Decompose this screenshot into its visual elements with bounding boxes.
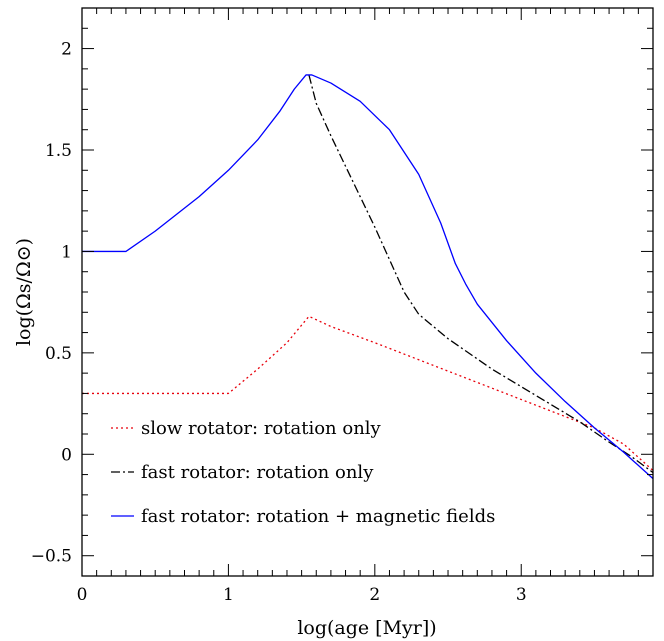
series-line-3 xyxy=(82,74,653,480)
series-layer xyxy=(82,74,653,480)
legend-label-1: slow rotator: rotation only xyxy=(141,418,382,439)
plot-frame xyxy=(81,7,654,577)
x-tick-label: 1 xyxy=(223,585,234,605)
legend: slow rotator: rotation only fast rotator:… xyxy=(111,418,495,527)
x-tick-label: 0 xyxy=(77,585,88,605)
x-tick-label: 3 xyxy=(516,585,527,605)
y-axis-label: log(Ωs/Ω⊙) xyxy=(13,238,35,346)
y-tick-label: 0 xyxy=(61,445,72,465)
x-axis-label: log(age [Myr]) xyxy=(297,617,436,639)
y-tick-label: 1 xyxy=(61,242,72,262)
y-tick-label: 0.5 xyxy=(45,344,72,364)
series-line-2 xyxy=(308,74,653,474)
y-tick-label: 2 xyxy=(61,40,72,60)
x-tick-label: 2 xyxy=(369,585,380,605)
y-tick-label: −0.5 xyxy=(31,547,72,567)
y-tick-label: 1.5 xyxy=(45,141,72,161)
series-line-1 xyxy=(82,315,653,471)
legend-label-2: fast rotator: rotation only xyxy=(141,462,374,483)
legend-label-3: fast rotator: rotation + magnetic fields xyxy=(141,506,495,527)
ticks-layer: 0 1 2 3−0.500.511.52 xyxy=(31,7,654,605)
